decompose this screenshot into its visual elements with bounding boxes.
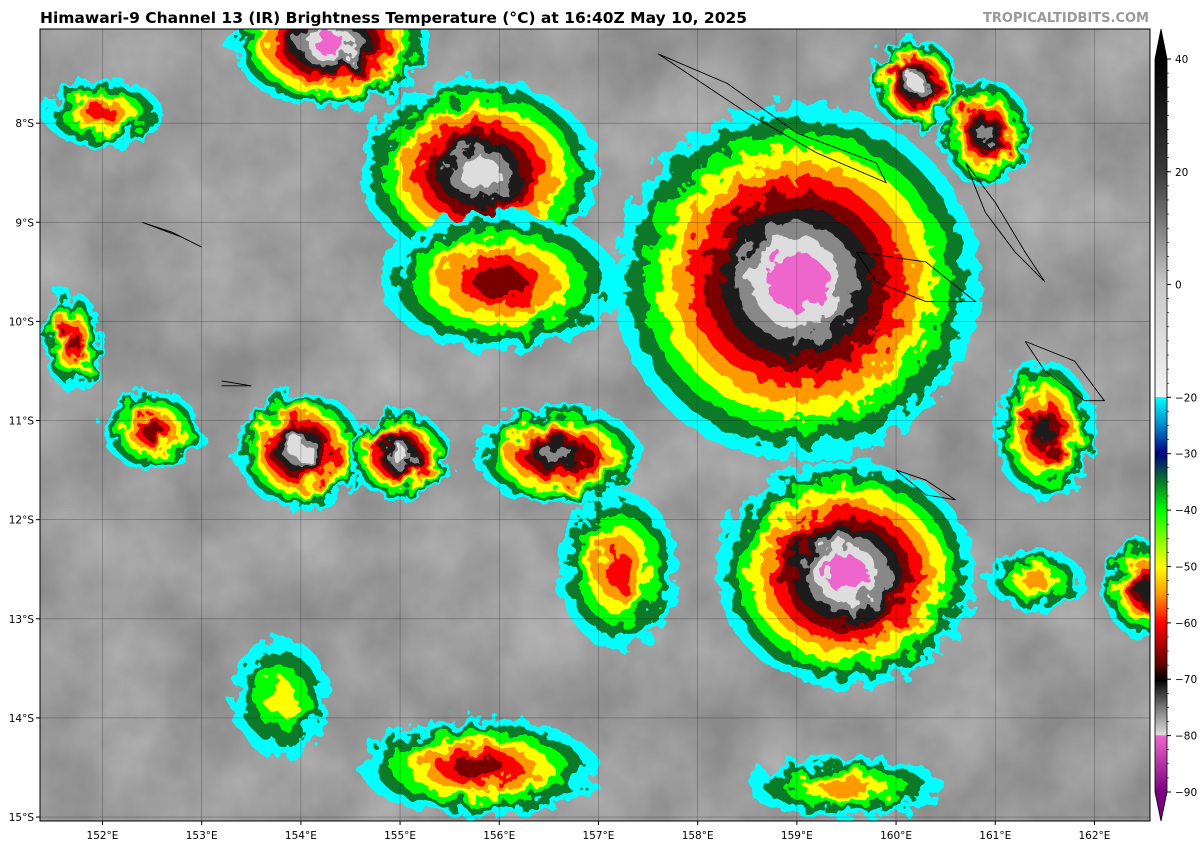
lat-tick-label: 11°S	[9, 416, 35, 428]
cloud-cluster	[558, 489, 678, 649]
brand-watermark: TROPICALTIDBITS.COM	[983, 11, 1149, 26]
colorbar: 40 20 0 −20 −30 −40 −50 −60 −70 −80 −90	[1154, 28, 1197, 822]
colorbar-min-extension	[1155, 792, 1167, 821]
cloud-cluster	[380, 212, 619, 352]
lon-tick-label: 160°E	[880, 830, 912, 842]
cloud-cluster	[717, 460, 976, 689]
colorbar-tick-label: −80	[1175, 731, 1197, 743]
cloud-cluster	[102, 390, 202, 471]
cloud-cluster	[42, 291, 103, 391]
colorbar-tick-label: 40	[1175, 54, 1188, 66]
colorbar-tick-label: 20	[1175, 167, 1188, 179]
cloud-cluster	[474, 405, 644, 505]
plot-frame	[39, 28, 1151, 822]
map-title: Himawari-9 Channel 13 (IR) Brightness Te…	[40, 9, 748, 27]
cloud-cluster	[360, 78, 599, 267]
lat-tick-label: 13°S	[9, 614, 35, 626]
lon-tick-label: 153°E	[186, 830, 218, 842]
lon-tick-label: 152°E	[87, 830, 119, 842]
lat-tick-label: 8°S	[15, 118, 34, 130]
cloud-cluster	[236, 390, 366, 510]
cloud-cluster	[231, 638, 331, 758]
colorbar-tick-label: −60	[1175, 618, 1197, 630]
colorbar-tick-label: −50	[1175, 561, 1197, 573]
lon-tick-label: 157°E	[583, 830, 615, 842]
cloud-cluster	[940, 78, 1030, 188]
lat-tick-label: 14°S	[9, 713, 35, 725]
colorbar-scale	[1155, 59, 1167, 792]
lon-tick-label: 158°E	[682, 830, 714, 842]
cloud-cluster	[995, 361, 1095, 500]
coastline	[221, 380, 252, 387]
coastline	[895, 469, 956, 501]
coastline	[856, 251, 977, 303]
colorbar-tick-label: −40	[1175, 505, 1197, 517]
lon-tick-label: 159°E	[781, 830, 813, 842]
lon-tick-label: 161°E	[979, 830, 1011, 842]
coastline	[1024, 340, 1106, 402]
cloud-cluster	[985, 549, 1085, 609]
cloud-cluster	[747, 757, 946, 818]
cloud-cluster	[42, 78, 163, 148]
cloud-cluster	[871, 38, 961, 129]
lon-tick-label: 155°E	[384, 830, 416, 842]
lon-tick-label: 162°E	[1078, 830, 1110, 842]
lat-tick-label: 15°S	[9, 812, 35, 824]
lat-tick-label: 9°S	[15, 217, 34, 229]
lon-tick-label: 154°E	[285, 830, 317, 842]
colorbar-tick-label: −90	[1175, 787, 1197, 799]
cloud-cluster	[231, 29, 430, 109]
cloud-cluster	[360, 717, 599, 818]
colorbar-tick-label: 0	[1175, 280, 1182, 292]
lat-tick-label: 12°S	[9, 515, 35, 527]
colorbar-tick-label: −70	[1175, 674, 1197, 686]
colorbar-tick-label: −30	[1175, 449, 1197, 461]
lon-tick-label: 156°E	[483, 830, 515, 842]
cloud-cluster	[613, 103, 981, 461]
cloud-cluster	[1104, 539, 1150, 639]
coastline	[657, 53, 888, 184]
colorbar-max-extension	[1155, 29, 1167, 59]
coastline	[965, 162, 1046, 283]
cloud-cluster	[350, 410, 450, 500]
lat-tick-label: 10°S	[9, 316, 35, 328]
colorbar-tick-label: −20	[1175, 392, 1197, 404]
